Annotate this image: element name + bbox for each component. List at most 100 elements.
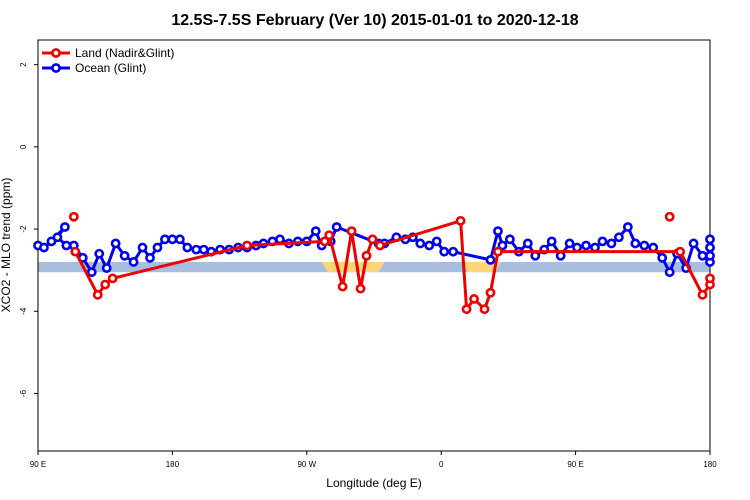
- legend: Land (Nadir&Glint)Ocean (Glint): [42, 46, 174, 75]
- data-point: [52, 232, 63, 243]
- series-land: [68, 211, 715, 315]
- x-axis: 90 E 180 90 W 0 90 E 180: [30, 451, 717, 469]
- data-point: [697, 250, 708, 261]
- land-band-segment-0: [321, 261, 385, 273]
- data-point: [590, 242, 600, 253]
- data-point: [346, 226, 357, 237]
- data-point: [546, 236, 557, 247]
- data-point: [86, 267, 97, 278]
- data-point: [182, 242, 193, 253]
- data-point: [479, 304, 490, 315]
- data-point: [68, 211, 79, 222]
- data-point: [485, 254, 496, 265]
- data-point: [622, 222, 633, 232]
- data-point: [275, 234, 285, 245]
- y-tick-label-1: 0: [19, 144, 28, 149]
- data-point: [355, 283, 366, 294]
- data-point: [361, 250, 372, 261]
- data-point: [581, 240, 591, 251]
- data-point: [485, 287, 496, 298]
- y-tick-label-0: 2: [19, 62, 28, 67]
- data-point: [461, 304, 472, 315]
- chart-title: 12.5S-7.5S February (Ver 10) 2015-01-01 …: [171, 12, 578, 29]
- data-point: [493, 226, 503, 237]
- data-point: [424, 240, 435, 251]
- data-point: [70, 246, 81, 257]
- data-point: [597, 236, 608, 247]
- data-point: [61, 240, 72, 251]
- data-point: [119, 250, 130, 261]
- data-point: [530, 250, 541, 261]
- data-point: [415, 238, 426, 249]
- data-point: [152, 242, 163, 253]
- data-point: [324, 230, 335, 241]
- data-point: [572, 242, 582, 253]
- data-point: [439, 246, 450, 257]
- data-point: [331, 222, 342, 232]
- data-point: [101, 263, 112, 274]
- data-point: [664, 267, 675, 278]
- data-point: [705, 242, 715, 253]
- legend-label: Ocean (Glint): [75, 61, 146, 75]
- x-tick-label-1: 180: [166, 460, 180, 469]
- data-point: [497, 240, 508, 251]
- data-point: [664, 211, 675, 222]
- data-point: [675, 246, 686, 257]
- data-point: [606, 238, 617, 249]
- data-point: [504, 234, 515, 245]
- legend-marker: [51, 63, 61, 73]
- data-point: [174, 234, 185, 245]
- x-tick-label-5: 180: [703, 460, 717, 469]
- data-point: [630, 238, 641, 249]
- legend-marker: [51, 48, 61, 58]
- x-tick-label-0: 90 E: [30, 460, 46, 469]
- x-tick-label-2: 90 W: [297, 460, 316, 469]
- data-point: [319, 236, 330, 247]
- data-point: [639, 240, 650, 251]
- data-point: [648, 242, 659, 253]
- data-point: [137, 242, 148, 253]
- data-point: [705, 250, 715, 261]
- data-point: [522, 238, 533, 249]
- y-tick-label-3: -4: [19, 307, 28, 315]
- data-point: [310, 226, 321, 237]
- data-point: [657, 252, 668, 263]
- series-layer: [33, 211, 715, 315]
- data-point: [614, 232, 624, 243]
- data-point: [145, 252, 155, 263]
- data-point: [688, 238, 699, 249]
- data-point: [198, 244, 209, 255]
- data-point: [167, 234, 178, 245]
- data-point: [367, 234, 378, 245]
- x-axis-label: Longitude (deg E): [326, 476, 421, 490]
- data-point: [92, 289, 103, 300]
- y-tick-label-4: -6: [19, 389, 28, 397]
- data-point: [160, 234, 170, 245]
- y-axis: 2 0 -2 -4 -6: [19, 62, 38, 397]
- data-point: [337, 281, 348, 292]
- data-point: [191, 244, 202, 255]
- x-tick-label-4: 90 E: [567, 460, 583, 469]
- data-point: [59, 222, 70, 232]
- data-point: [110, 238, 121, 249]
- data-point: [375, 240, 385, 251]
- data-point: [431, 236, 442, 247]
- data-point: [242, 240, 252, 251]
- data-point: [493, 246, 503, 257]
- x-tick-label-3: 0: [439, 460, 444, 469]
- data-point: [39, 242, 49, 253]
- legend-label: Land (Nadir&Glint): [75, 46, 174, 60]
- data-point: [705, 273, 715, 284]
- data-point: [564, 238, 575, 249]
- y-tick-label-2: -2: [19, 225, 28, 233]
- data-point: [448, 246, 459, 257]
- data-point: [469, 294, 479, 304]
- data-point: [697, 289, 708, 300]
- y-axis-label: XCO2 - MLO trend (ppm): [0, 178, 13, 313]
- data-point: [94, 248, 105, 259]
- data-point: [705, 234, 715, 245]
- data-point: [100, 279, 111, 290]
- data-point: [107, 273, 118, 284]
- data-point: [455, 215, 466, 226]
